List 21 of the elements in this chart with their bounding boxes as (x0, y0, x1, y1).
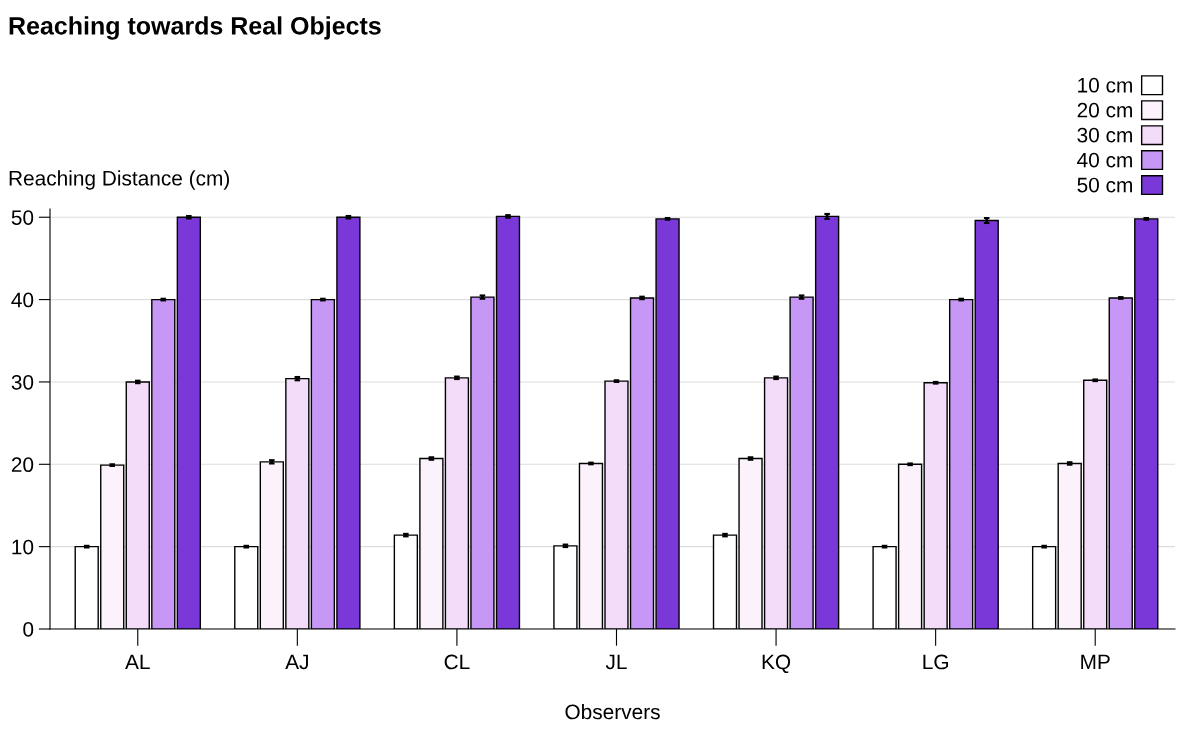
x-tick-label: AL (125, 654, 150, 670)
y-axis-title: Reaching Distance (cm) (9, 170, 230, 190)
legend-label: 20 cm (1077, 102, 1132, 118)
y-tick-label: 20 (11, 457, 34, 473)
y-tick-label: 0 (23, 622, 34, 637)
y-tick-label: 10 (12, 539, 34, 555)
legend-label: 30 cm (1077, 127, 1132, 143)
legend-label: 10 cm (1078, 77, 1132, 93)
x-tick-label: AJ (285, 654, 308, 670)
y-tick-label: 30 (11, 374, 34, 390)
legend-label: 40 cm (1077, 152, 1132, 168)
y-tick-label: 50 (11, 210, 34, 225)
x-tick-label: JL (605, 654, 627, 670)
legend-label: 50 cm (1077, 177, 1132, 193)
x-axis-title: Observers (565, 703, 660, 720)
x-tick-label: KQ (762, 654, 791, 674)
x-tick-label: LG (923, 654, 948, 670)
y-tick-label: 40 (11, 292, 34, 308)
x-tick-label: CL (444, 654, 470, 670)
chart-title: Reaching towards Real Objects (9, 16, 381, 40)
x-tick-label: MP (1081, 654, 1110, 670)
